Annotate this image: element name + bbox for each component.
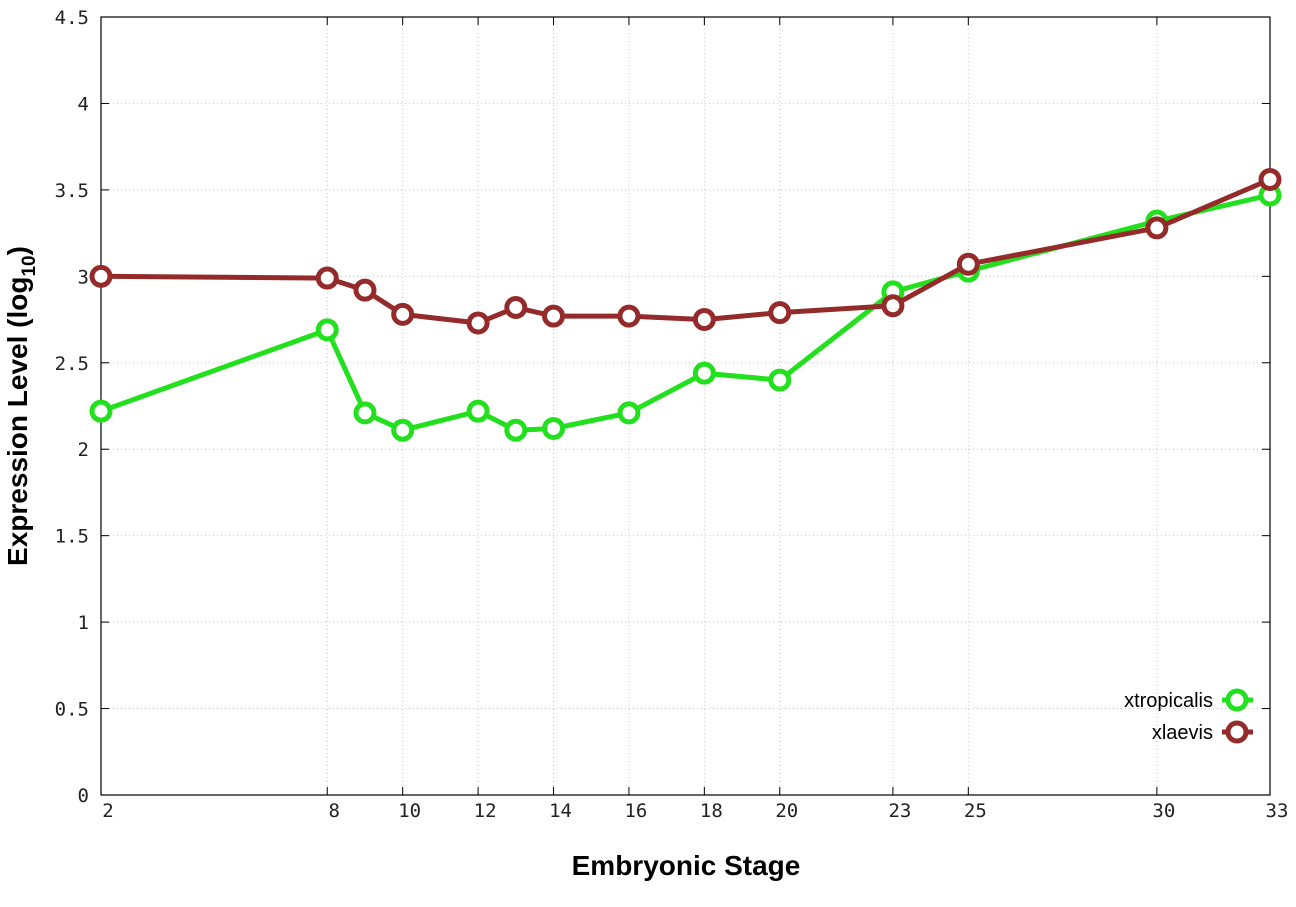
y-axis-title-main: Expression Level (log — [2, 277, 33, 566]
axis-ticks: 0 0.5 1 1.5 2 2.5 3 3.5 4 4.5 2 8 10 12 14 16 18 20 23 25 30… — [55, 7, 1289, 822]
series-layer — [89, 168, 1282, 442]
y-tick-label: 4 — [78, 93, 89, 115]
data-point-xlaevis — [466, 311, 490, 335]
data-point-xlaevis — [391, 302, 415, 326]
data-point-xtropicalis — [89, 399, 113, 423]
legend-marker — [1225, 720, 1249, 744]
data-point-xtropicalis — [768, 368, 792, 392]
x-tick-label: 33 — [1266, 800, 1289, 822]
y-axis-title-subscript: 10 — [19, 255, 40, 276]
data-point-xtropicalis — [542, 416, 566, 440]
data-point-xtropicalis — [353, 401, 377, 425]
data-point-xlaevis — [881, 294, 905, 318]
y-tick-label: 1.5 — [55, 526, 89, 548]
y-tick-label: 0.5 — [55, 699, 89, 721]
data-point-xlaevis — [956, 252, 980, 276]
x-tick-label: 2 — [102, 800, 113, 822]
legend-label: xlaevis — [1152, 722, 1213, 744]
series-line-xtropicalis — [100, 192, 1271, 433]
y-axis-title-close: ) — [2, 246, 33, 255]
y-tick-label: 2 — [78, 439, 89, 461]
x-tick-label: 16 — [624, 800, 647, 822]
grid — [101, 17, 1270, 795]
y-axis-title: Expression Level (log10) — [2, 246, 40, 566]
data-point-xtropicalis — [315, 318, 339, 342]
y-tick-label: 3 — [78, 266, 89, 288]
data-point-xlaevis — [353, 278, 377, 302]
y-tick-label: 2.5 — [55, 353, 89, 375]
x-tick-label: 23 — [888, 800, 911, 822]
y-tick-label: 1 — [78, 612, 89, 634]
series-xtropicalis — [89, 183, 1282, 442]
legend: xtropicalis xlaevis — [1124, 688, 1253, 744]
data-point-xtropicalis — [692, 361, 716, 385]
x-axis-title: Embryonic Stage — [572, 850, 801, 881]
y-tick-label: 4.5 — [55, 7, 89, 29]
x-tick-label: 18 — [700, 800, 723, 822]
x-tick-label: 25 — [964, 800, 987, 822]
data-point-xtropicalis — [391, 418, 415, 442]
data-point-xlaevis — [1258, 168, 1282, 192]
y-tick-label: 3.5 — [55, 180, 89, 202]
data-point-xlaevis — [542, 304, 566, 328]
x-tick-label: 14 — [549, 800, 572, 822]
data-point-xlaevis — [692, 308, 716, 332]
series-line-xlaevis — [100, 177, 1271, 326]
plot-frame — [100, 16, 1271, 796]
data-point-xlaevis — [315, 266, 339, 290]
x-tick-label: 30 — [1152, 800, 1175, 822]
x-tick-label: 12 — [474, 800, 497, 822]
data-point-xlaevis — [768, 301, 792, 325]
legend-marker — [1225, 688, 1249, 712]
x-tick-label: 20 — [775, 800, 798, 822]
y-tick-label: 0 — [78, 785, 89, 807]
data-point-xtropicalis — [466, 399, 490, 423]
data-point-xtropicalis — [617, 401, 641, 425]
x-tick-label: 10 — [398, 800, 421, 822]
data-point-xtropicalis — [504, 418, 528, 442]
legend-item-xtropicalis: xtropicalis — [1124, 688, 1253, 712]
legend-item-xlaevis: xlaevis — [1152, 720, 1253, 744]
legend-label: xtropicalis — [1124, 690, 1213, 712]
x-tick-label: 8 — [329, 800, 340, 822]
data-point-xlaevis — [504, 295, 528, 319]
data-point-xlaevis — [89, 264, 113, 288]
series-xlaevis — [89, 168, 1282, 335]
data-point-xlaevis — [1145, 216, 1169, 240]
data-point-xlaevis — [617, 304, 641, 328]
